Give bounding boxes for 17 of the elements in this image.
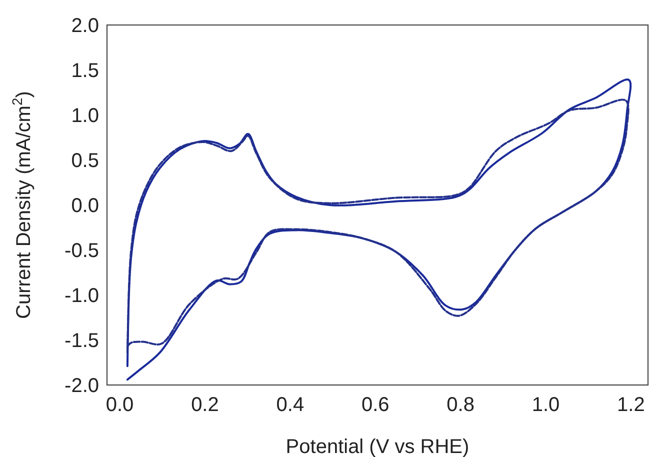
y-tick-label: -0.5 xyxy=(64,240,99,262)
x-tick-label: 0.4 xyxy=(276,394,304,416)
x-tick-label: 0.0 xyxy=(106,394,134,416)
y-tick-label: 2.0 xyxy=(71,15,99,37)
x-axis-title: Potential (V vs RHE) xyxy=(286,436,470,457)
y-tick-label: 0.5 xyxy=(71,150,99,172)
y-tick-label: -1.5 xyxy=(64,330,99,352)
x-tick-label: 0.2 xyxy=(191,394,219,416)
x-tick-label: 0.6 xyxy=(361,394,390,416)
x-tick-label: 1.0 xyxy=(532,394,560,416)
y-tick-label: 1.5 xyxy=(71,60,99,82)
x-tick-label: 0.8 xyxy=(446,394,474,416)
y-tick-label: 1.0 xyxy=(71,105,99,127)
x-tick-label: 1.2 xyxy=(617,394,645,416)
y-tick-label: -1.0 xyxy=(64,285,99,307)
y-tick-label: 0.0 xyxy=(71,195,99,217)
y-tick-label: -2.0 xyxy=(64,375,99,397)
